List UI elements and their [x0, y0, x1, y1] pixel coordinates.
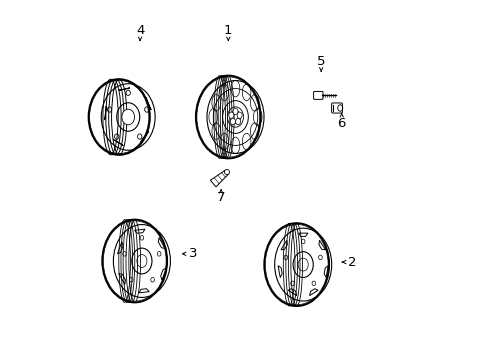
Polygon shape: [210, 170, 228, 187]
Ellipse shape: [228, 112, 233, 118]
Ellipse shape: [235, 118, 240, 125]
Text: 4: 4: [136, 24, 144, 37]
Text: 3: 3: [189, 247, 197, 260]
FancyBboxPatch shape: [313, 91, 322, 99]
Text: 5: 5: [316, 55, 325, 68]
Text: 6: 6: [337, 117, 345, 130]
Text: 1: 1: [224, 24, 232, 37]
Ellipse shape: [122, 109, 134, 125]
Ellipse shape: [232, 108, 238, 114]
Ellipse shape: [237, 112, 242, 118]
Ellipse shape: [224, 170, 229, 175]
Ellipse shape: [230, 118, 235, 125]
Text: 2: 2: [347, 256, 355, 269]
FancyBboxPatch shape: [331, 103, 342, 113]
Text: 7: 7: [216, 191, 225, 204]
